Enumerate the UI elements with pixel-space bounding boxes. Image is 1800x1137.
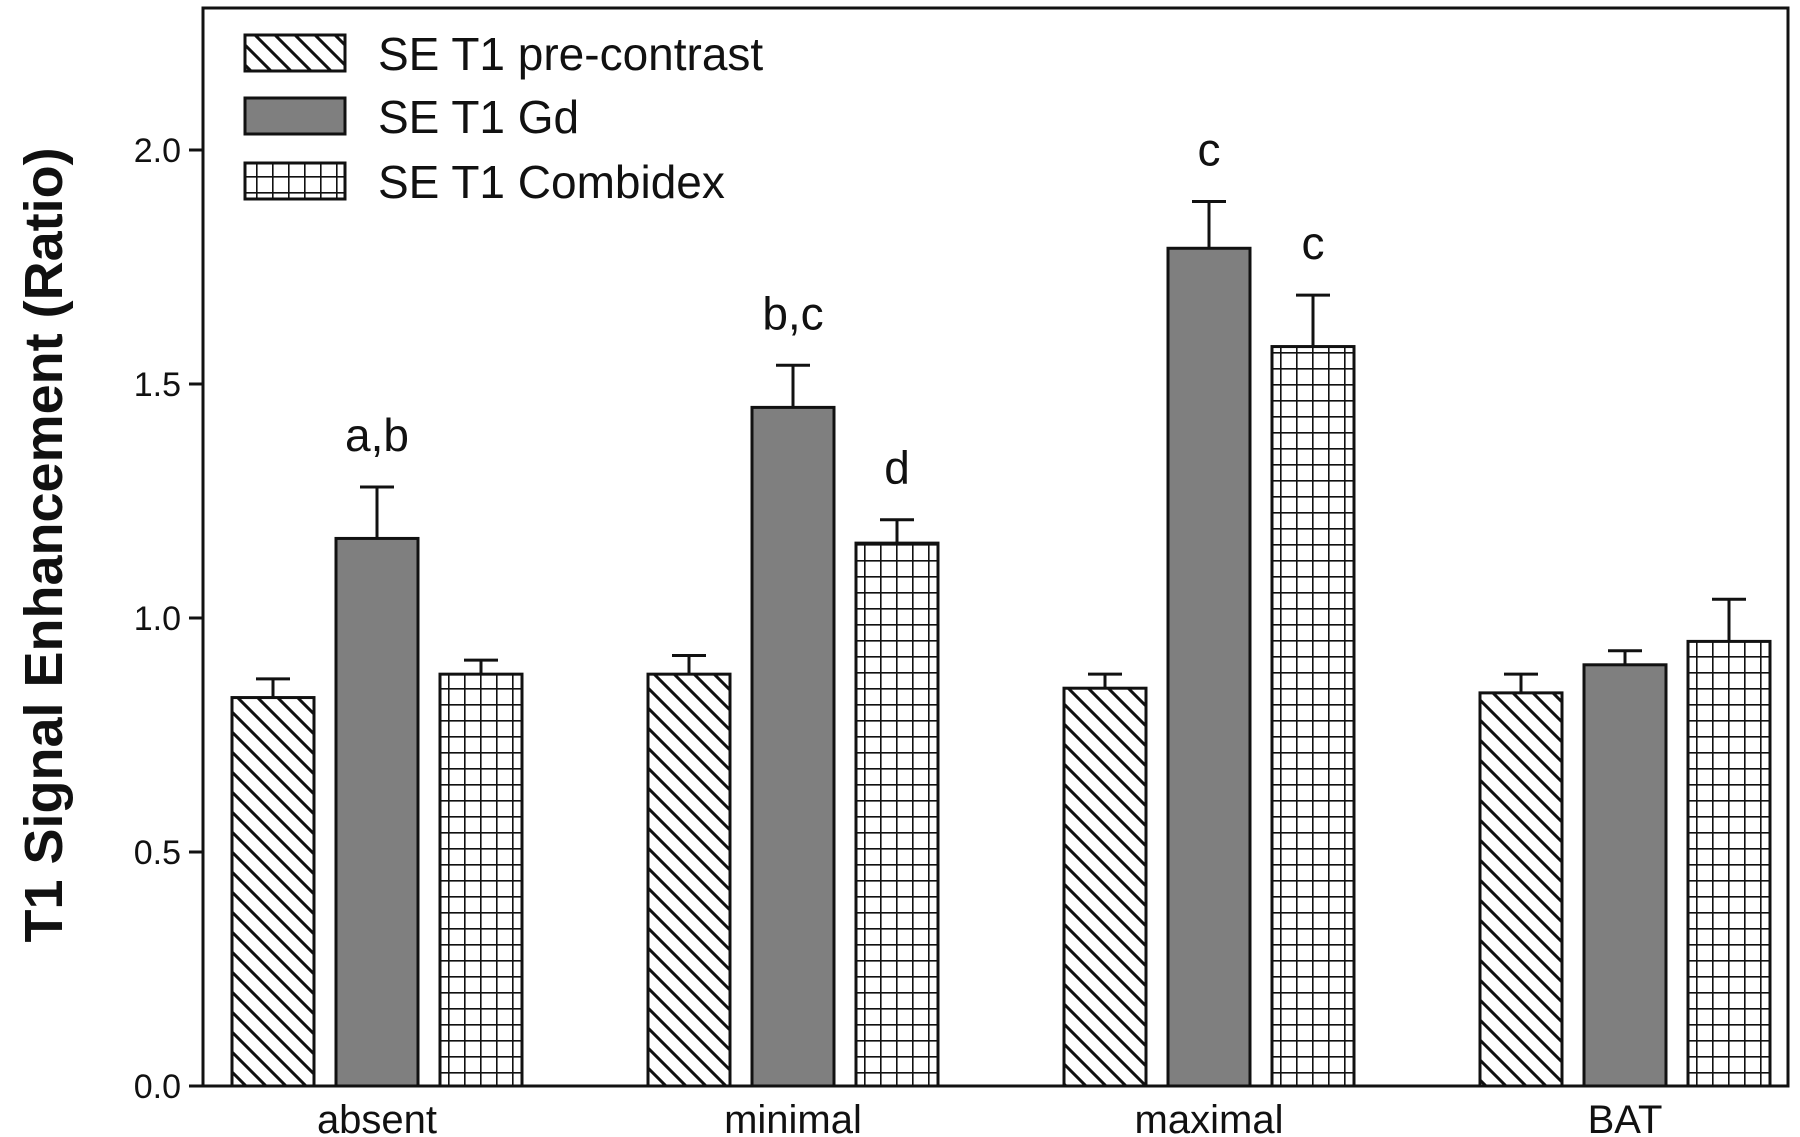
legend: SE T1 pre-contrast SE T1 Gd SE T1 Combidex bbox=[243, 28, 763, 208]
bar-minimal-series-0 bbox=[646, 672, 732, 1088]
legend-swatch bbox=[243, 33, 347, 73]
bar-maximal-series-2 bbox=[1270, 345, 1356, 1088]
x-category-label: BAT bbox=[1588, 1098, 1663, 1137]
bar-maximal-series-0 bbox=[1062, 686, 1148, 1088]
legend-swatch bbox=[243, 161, 347, 201]
y-axis-label: T1 Signal Enhancement (Ratio) bbox=[14, 147, 74, 942]
significance-label: b,c bbox=[762, 287, 823, 339]
bar-absent-series-2 bbox=[438, 672, 524, 1088]
x-category-label: minimal bbox=[724, 1098, 862, 1137]
bar-absent-series-0 bbox=[230, 696, 316, 1088]
significance-label: c bbox=[1198, 123, 1221, 175]
y-axis: 0.0 0.5 1.0 1.5 2.0 bbox=[134, 132, 203, 1106]
bar-bat-series-1 bbox=[1582, 663, 1668, 1088]
y-tick-label: 2.0 bbox=[134, 132, 181, 170]
x-axis: absent minimal maximal BAT bbox=[317, 1098, 1662, 1137]
significance-label: c bbox=[1302, 217, 1325, 269]
bar-absent-series-1 bbox=[334, 536, 420, 1088]
legend-entry-label: SE T1 Gd bbox=[378, 91, 579, 143]
y-tick-label: 1.5 bbox=[134, 366, 181, 404]
bar-bat-series-2 bbox=[1686, 639, 1772, 1088]
significance-label: d bbox=[884, 442, 910, 494]
legend-entry-label: SE T1 Combidex bbox=[378, 156, 725, 208]
legend-swatch bbox=[243, 96, 347, 136]
bar-minimal-series-2 bbox=[854, 541, 940, 1088]
significance-label: a,b bbox=[345, 409, 409, 461]
plot-frame bbox=[201, 6, 1790, 1088]
y-tick-label: 0.5 bbox=[134, 834, 181, 872]
x-category-label: absent bbox=[317, 1098, 437, 1137]
bar-bat-series-0 bbox=[1478, 691, 1564, 1088]
bar-maximal-series-1 bbox=[1166, 246, 1252, 1088]
bar-minimal-series-1 bbox=[750, 405, 836, 1088]
x-category-label: maximal bbox=[1135, 1098, 1284, 1137]
y-tick-label: 1.0 bbox=[134, 600, 181, 638]
legend-entry-label: SE T1 pre-contrast bbox=[378, 28, 763, 80]
bars-group: a,b b,c d c c bbox=[230, 123, 1772, 1088]
y-tick-label: 0.0 bbox=[134, 1068, 181, 1106]
